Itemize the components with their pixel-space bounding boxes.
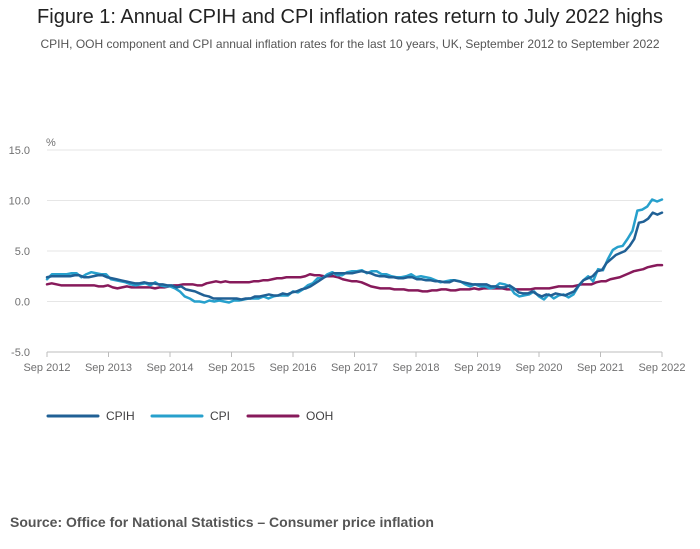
series-line-cpih bbox=[45, 211, 664, 301]
x-tick-label: Sep 2012 bbox=[23, 362, 70, 374]
legend-label: CPIH bbox=[106, 409, 135, 423]
x-tick-label: Sep 2018 bbox=[392, 362, 439, 374]
series-lines bbox=[45, 198, 664, 304]
legend-label: OOH bbox=[306, 409, 333, 423]
x-axis: Sep 2012 Sep 2013 Sep 2014 Sep 2015 Sep 2016… bbox=[23, 351, 686, 374]
chart-subtitle: CPIH, OOH component and CPI annual infla… bbox=[40, 37, 660, 51]
x-tick-label: Sep 2016 bbox=[269, 362, 316, 374]
x-tick-label: Sep 2015 bbox=[208, 362, 255, 374]
legend-item-cpih: CPIH bbox=[46, 409, 135, 423]
legend-label: CPI bbox=[210, 409, 230, 423]
chart-title: Figure 1: Annual CPIH and CPI inflation … bbox=[37, 6, 663, 28]
y-tick-label: 10.0 bbox=[9, 196, 30, 208]
x-tick-label: Sep 2019 bbox=[454, 362, 501, 374]
legend-item-ooh: OOH bbox=[246, 409, 333, 423]
y-tick-label: -5.0 bbox=[11, 347, 30, 359]
series-line-ooh bbox=[45, 263, 664, 293]
y-tick-label: 5.0 bbox=[15, 246, 30, 258]
x-tick-label: Sep 2020 bbox=[515, 362, 562, 374]
y-axis-unit-label: % bbox=[46, 137, 56, 149]
x-tick-label: Sep 2013 bbox=[85, 362, 132, 374]
source-note: Source: Office for National Statistics –… bbox=[10, 514, 434, 530]
x-tick-label: Sep 2022 bbox=[638, 362, 685, 374]
x-tick-label: Sep 2014 bbox=[146, 362, 193, 374]
y-axis-ticks: 15.0 10.0 5.0 0.0 -5.0 bbox=[9, 145, 30, 359]
gridlines bbox=[47, 149, 662, 302]
y-tick-label: 0.0 bbox=[15, 297, 30, 309]
legend-item-cpi: CPI bbox=[150, 409, 230, 423]
y-tick-label: 15.0 bbox=[9, 145, 30, 157]
legend: CPIH CPI OOH bbox=[46, 409, 333, 423]
line-chart: 15.010.05.00.0-5.0 % Sep 2012 Sep 2013 Sep… bbox=[9, 137, 686, 423]
x-tick-label: Sep 2017 bbox=[331, 362, 378, 374]
x-tick-label: Sep 2021 bbox=[577, 362, 624, 374]
